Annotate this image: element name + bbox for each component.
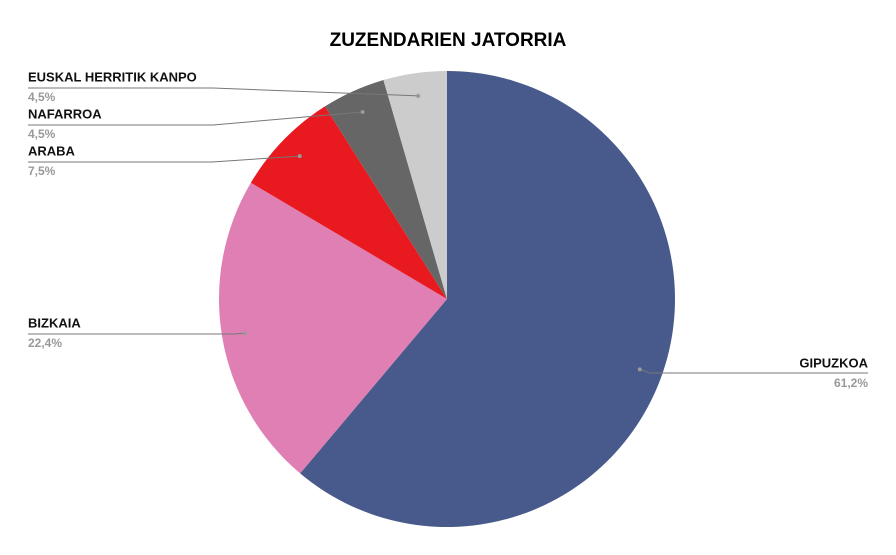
leader-line [639,368,868,374]
slice-label: EUSKAL HERRITIK KANPO [28,69,197,84]
leader-dot [242,331,247,336]
slice-label: ARABA [28,143,76,158]
pie-slice [324,80,447,299]
leader-line [28,155,300,163]
slice-value-label: 61,2% [834,376,868,390]
leader-line [28,332,245,335]
leader-line [28,87,419,97]
slice-label: BIZKAIA [28,315,81,330]
leader-dot [360,109,365,114]
slice-value-label: 4,5% [28,90,56,104]
pie-slice [219,182,447,474]
leader-line [28,111,363,126]
slice-label: NAFARROA [28,106,102,121]
slice-value-label: 4,5% [28,127,56,141]
slice-value-label: 22,4% [28,336,62,350]
slice-label: GIPUZKOA [799,355,868,370]
chart-title: ZUZENDARIEN JATORRIA [330,30,567,51]
pie-slice [383,71,447,299]
leader-dot [637,367,642,372]
leader-dot [297,154,302,159]
slice-value-label: 7,5% [28,164,56,178]
leader-dot [416,93,421,98]
pie-slice [300,71,675,527]
